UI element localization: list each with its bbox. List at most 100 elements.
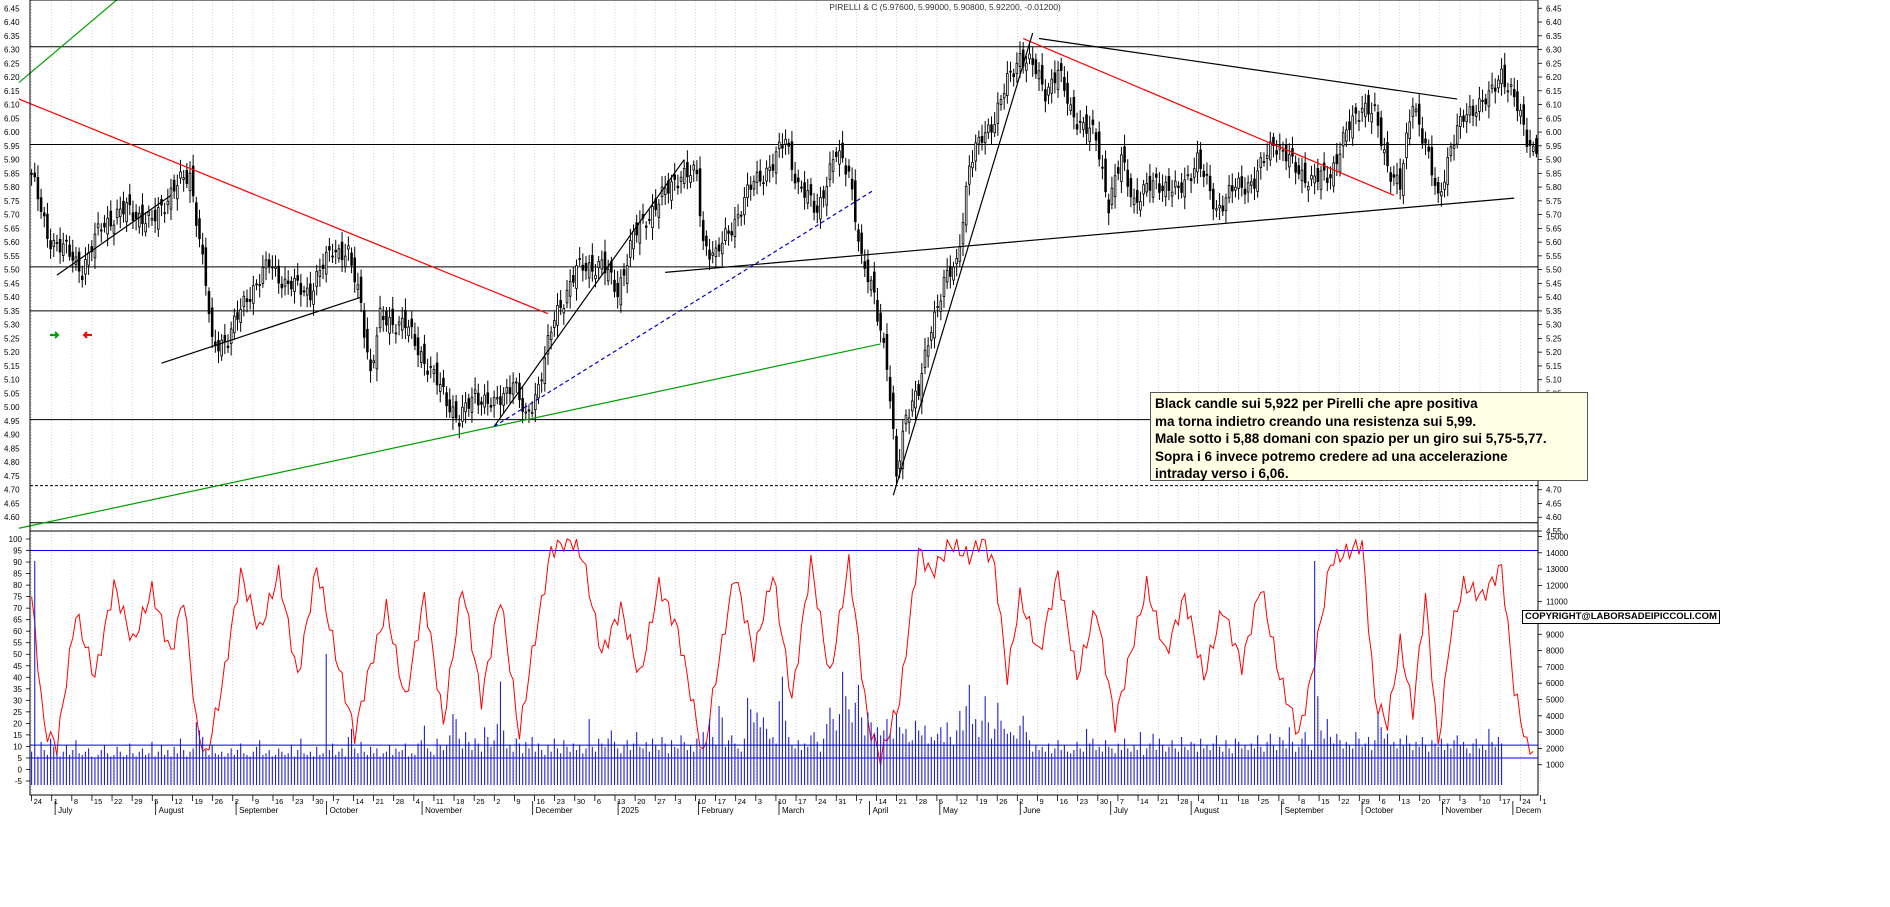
candle-body <box>594 274 597 280</box>
price-tick-label: 6.10 <box>1546 101 1562 110</box>
candle-body <box>1528 140 1532 146</box>
candle-body <box>730 231 733 236</box>
candle-body <box>619 277 623 306</box>
candle-body <box>907 417 911 423</box>
x-day-label: 11 <box>1221 797 1229 806</box>
candle-body <box>1411 106 1415 117</box>
x-day-label: 21 <box>899 797 907 806</box>
candle-body <box>724 228 727 242</box>
candle-body <box>625 265 629 284</box>
candle-body <box>331 255 334 258</box>
volume-tick-label: 3000 <box>1546 728 1564 737</box>
candle-body <box>1367 94 1370 115</box>
price-tick-label: 5.30 <box>1546 321 1562 330</box>
candle-body <box>201 244 204 255</box>
candle-body <box>964 185 968 226</box>
candle-body <box>606 269 610 282</box>
oscillator-tick-label: 30 <box>13 696 22 705</box>
candle-body <box>334 249 337 253</box>
x-day-label: 9 <box>255 797 259 806</box>
candle-body <box>1167 175 1171 191</box>
candle-body <box>1313 175 1316 184</box>
x-day-label: 17 <box>798 797 806 806</box>
candle-body <box>1338 153 1342 173</box>
candle-body <box>838 150 841 165</box>
candle-body <box>1497 79 1500 89</box>
candle-body <box>1094 132 1098 141</box>
price-tick-label-left: 6.45 <box>4 4 20 13</box>
candle-body <box>825 186 829 206</box>
candle-body <box>1151 180 1155 198</box>
x-day-label: 20 <box>1422 797 1430 806</box>
price-tick-label-left: 5.25 <box>4 334 20 343</box>
x-month-label: August <box>159 806 185 815</box>
price-tick-label-left: 4.90 <box>4 431 20 440</box>
candle-body <box>106 217 109 235</box>
candle-body <box>847 165 851 172</box>
candle-body <box>229 328 233 344</box>
candle-body <box>226 345 230 348</box>
candle-body <box>1259 157 1263 168</box>
x-month-label: June <box>1023 806 1041 815</box>
candle-body <box>182 177 185 180</box>
candle-body <box>81 275 84 280</box>
x-day-label: 24 <box>738 797 746 806</box>
candle-body <box>1158 183 1161 193</box>
candle-body <box>1173 180 1177 188</box>
candle-body <box>743 197 746 216</box>
price-tick-label: 5.10 <box>1546 376 1562 385</box>
candle-body <box>115 208 119 219</box>
candle-body <box>616 282 619 298</box>
volume-tick-label: 5000 <box>1546 696 1564 705</box>
candle-body <box>755 171 759 183</box>
price-tick-label-left: 5.50 <box>4 266 20 275</box>
candle-body <box>511 382 515 395</box>
candle-body <box>223 335 227 343</box>
x-day-label: 3 <box>1462 797 1466 806</box>
candle-body <box>49 240 52 250</box>
candle-body <box>1474 112 1478 117</box>
candle-body <box>1110 187 1114 205</box>
candle-body <box>553 320 556 328</box>
candle-body <box>1440 191 1443 197</box>
candle-body <box>762 182 765 185</box>
price-tick-label-left: 4.70 <box>4 486 20 495</box>
candle-body <box>793 173 797 184</box>
candle-body <box>584 262 588 272</box>
candle-body <box>318 269 322 278</box>
candle-body <box>1490 84 1494 89</box>
price-tick-label: 5.60 <box>1546 238 1562 247</box>
price-tick-label-left: 5.60 <box>4 238 20 247</box>
candle-body <box>1063 76 1066 91</box>
x-day-label: 14 <box>879 797 887 806</box>
oscillator-tick-label: 25 <box>13 708 22 717</box>
candle-body <box>1284 144 1288 162</box>
candle-body <box>489 405 493 408</box>
candle-body <box>84 259 87 275</box>
candle-body <box>1088 127 1091 142</box>
candle-body <box>534 394 537 411</box>
candle-body <box>1142 184 1145 195</box>
x-day-label: 29 <box>1361 797 1369 806</box>
candle-body <box>568 281 572 297</box>
candle-body <box>119 208 122 218</box>
candle-body <box>150 217 154 221</box>
candle-body <box>372 360 376 364</box>
x-day-label: 31 <box>838 797 846 806</box>
candle-body <box>1250 181 1253 186</box>
candle-body <box>1240 176 1244 188</box>
candle-body <box>1205 173 1209 176</box>
candle-body <box>1034 59 1038 75</box>
x-day-label: 12 <box>174 797 182 806</box>
candle-body <box>328 246 331 251</box>
x-day-label: 13 <box>1402 797 1410 806</box>
candle-body <box>1148 175 1152 191</box>
candle-body <box>698 168 702 217</box>
candle-body <box>1332 162 1335 187</box>
trendline <box>493 159 685 427</box>
x-day-label: 23 <box>1080 797 1088 806</box>
candle-body <box>898 460 901 469</box>
candle-body <box>1215 208 1218 211</box>
candle-body <box>96 223 100 229</box>
candle-body <box>1002 93 1006 99</box>
